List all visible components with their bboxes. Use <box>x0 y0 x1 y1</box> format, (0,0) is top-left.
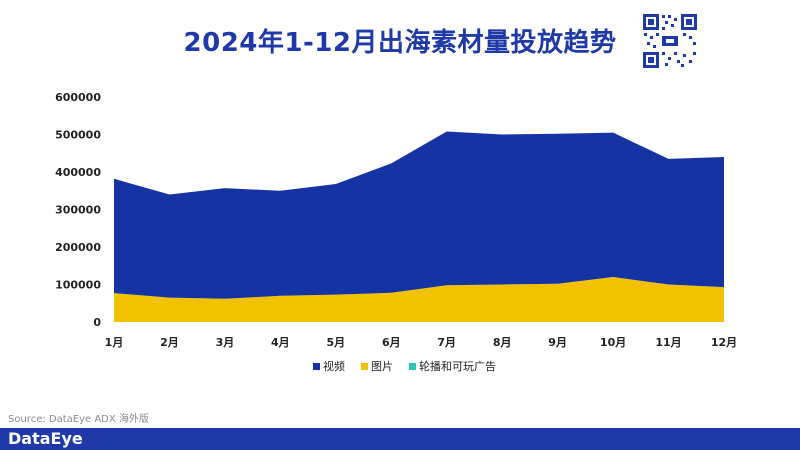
x-tick-label: 3月 <box>216 336 235 349</box>
y-tick-label: 0 <box>93 316 101 329</box>
y-tick-label: 100000 <box>55 279 101 292</box>
x-tick-label: 11月 <box>655 336 681 349</box>
legend-swatch <box>313 363 320 370</box>
footer-bar: DataEye <box>0 428 800 450</box>
brand-logo: DataEye <box>8 429 83 448</box>
x-tick-label: 7月 <box>437 336 456 349</box>
x-tick-label: 5月 <box>326 336 345 349</box>
x-tick-label: 10月 <box>600 336 626 349</box>
y-tick-label: 300000 <box>55 204 101 217</box>
legend-swatch <box>361 363 368 370</box>
x-tick-label: 12月 <box>711 336 737 349</box>
legend-label: 轮播和可玩广告 <box>419 359 496 373</box>
x-tick-label: 4月 <box>271 336 290 349</box>
x-tick-label: 2月 <box>160 336 179 349</box>
x-tick-label: 8月 <box>493 336 512 349</box>
legend-label: 图片 <box>371 360 393 373</box>
x-tick-label: 6月 <box>382 336 401 349</box>
legend-label: 视频 <box>323 359 345 373</box>
y-tick-label: 500000 <box>55 129 101 142</box>
legend-swatch <box>409 363 416 370</box>
source-note: Source: DataEye ADX 海外版 <box>8 410 149 425</box>
y-tick-label: 600000 <box>55 91 101 104</box>
area-series-0 <box>114 132 724 299</box>
x-tick-label: 9月 <box>548 336 567 349</box>
y-tick-label: 200000 <box>55 241 101 254</box>
x-tick-label: 1月 <box>105 336 124 349</box>
y-tick-label: 400000 <box>55 166 101 179</box>
